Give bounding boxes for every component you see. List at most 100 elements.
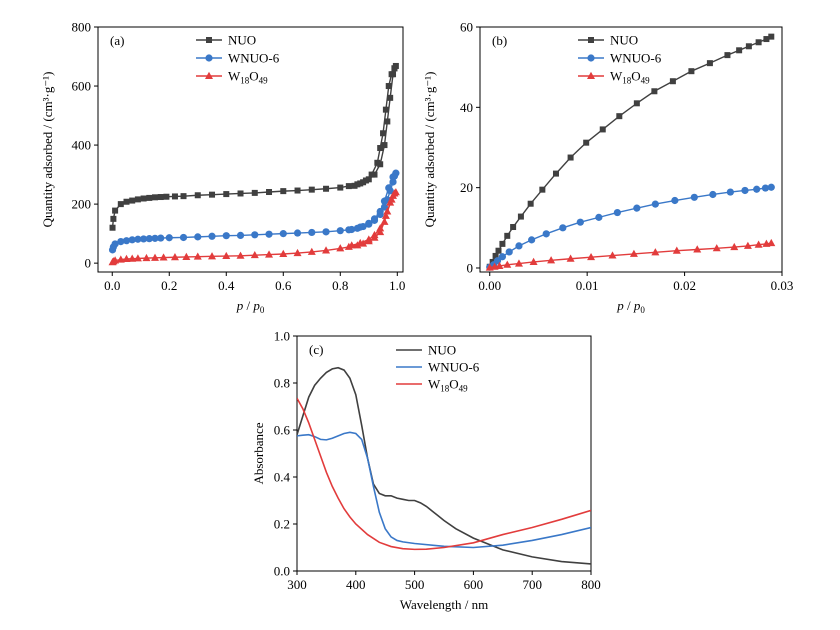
data-point bbox=[209, 191, 216, 198]
data-point bbox=[345, 183, 352, 190]
data-point bbox=[753, 185, 761, 193]
data-point bbox=[134, 235, 142, 243]
legend-label: WNUO-6 bbox=[228, 51, 280, 66]
data-point bbox=[180, 193, 187, 200]
data-point bbox=[348, 225, 356, 234]
x-tick-label: 0.2 bbox=[161, 278, 177, 293]
data-point bbox=[279, 249, 288, 257]
x-tick-label: 600 bbox=[464, 577, 484, 592]
data-point bbox=[387, 195, 396, 203]
data-point bbox=[709, 190, 717, 199]
x-tick-label: 0.0 bbox=[104, 278, 120, 293]
y-tick-label: 0.6 bbox=[274, 423, 291, 438]
series-w18o49 bbox=[297, 397, 591, 551]
series-wnuo-6 bbox=[297, 431, 591, 549]
data-point bbox=[152, 194, 159, 201]
data-point bbox=[222, 251, 231, 260]
legend-item: W18O49 bbox=[396, 377, 468, 394]
panel-label: (c) bbox=[309, 342, 323, 357]
data-point bbox=[133, 254, 142, 262]
data-point bbox=[629, 249, 638, 257]
x-axis-label: p / p0 bbox=[616, 298, 645, 315]
data-point bbox=[671, 196, 679, 205]
data-point bbox=[495, 247, 502, 254]
x-tick-label: 700 bbox=[522, 577, 542, 592]
x-tick-label: 0.01 bbox=[576, 278, 599, 293]
data-point bbox=[151, 234, 159, 242]
data-point bbox=[279, 230, 287, 238]
y-tick-label: 60 bbox=[460, 20, 473, 35]
y-tick-label: 200 bbox=[72, 197, 92, 212]
data-point bbox=[385, 184, 393, 192]
data-point bbox=[391, 65, 398, 72]
series-wnuo-6 bbox=[486, 183, 775, 271]
legend-label: NUO bbox=[610, 33, 638, 48]
data-point bbox=[365, 219, 373, 227]
data-point bbox=[112, 207, 119, 214]
series-wnuo-6 bbox=[108, 169, 400, 254]
data-point bbox=[182, 252, 191, 260]
data-point bbox=[387, 94, 394, 101]
legend-item: WNUO-6 bbox=[396, 360, 480, 375]
legend-label: W18O49 bbox=[228, 69, 268, 86]
data-point bbox=[109, 224, 116, 231]
data-point bbox=[515, 242, 523, 250]
data-point bbox=[117, 201, 124, 208]
data-point bbox=[376, 207, 384, 216]
x-tick-label: 500 bbox=[405, 577, 425, 592]
data-point bbox=[380, 130, 387, 137]
data-point bbox=[337, 184, 344, 191]
x-tick-label: 400 bbox=[346, 577, 366, 592]
data-point bbox=[724, 52, 731, 59]
x-axis-label: Wavelength / nm bbox=[400, 597, 489, 612]
data-point bbox=[356, 223, 364, 231]
data-point bbox=[193, 252, 202, 260]
series-line bbox=[111, 65, 397, 228]
data-point bbox=[633, 100, 640, 107]
data-point bbox=[583, 139, 590, 146]
data-point bbox=[559, 224, 567, 232]
legend-label: NUO bbox=[428, 343, 456, 358]
data-point bbox=[763, 36, 770, 43]
data-point bbox=[599, 126, 606, 133]
data-point bbox=[505, 248, 513, 256]
y-tick-label: 1.0 bbox=[274, 329, 290, 344]
legend-marker bbox=[205, 71, 213, 79]
data-point bbox=[357, 180, 364, 187]
data-point bbox=[608, 251, 617, 259]
series-line bbox=[297, 366, 591, 565]
data-point bbox=[651, 248, 660, 256]
y-axis-label: Absorbance bbox=[251, 422, 266, 484]
data-point bbox=[364, 235, 373, 243]
x-tick-label: 800 bbox=[581, 577, 601, 592]
legend-item: W18O49 bbox=[196, 69, 268, 86]
data-point bbox=[377, 145, 384, 152]
data-point bbox=[336, 227, 344, 235]
data-point bbox=[356, 238, 365, 247]
data-point bbox=[376, 224, 385, 232]
legend-label: W18O49 bbox=[610, 69, 650, 86]
data-point bbox=[171, 193, 178, 200]
legend-label: WNUO-6 bbox=[428, 360, 480, 375]
plot-frame bbox=[97, 26, 404, 273]
data-point bbox=[539, 186, 546, 193]
legend-item: W18O49 bbox=[578, 69, 650, 86]
data-point bbox=[613, 208, 621, 217]
panel-label: (b) bbox=[492, 33, 507, 48]
data-point bbox=[266, 189, 273, 196]
legend-item: NUO bbox=[578, 33, 638, 48]
data-point bbox=[165, 234, 173, 242]
data-point bbox=[308, 228, 316, 237]
data-point bbox=[389, 178, 397, 186]
data-point bbox=[388, 71, 395, 78]
data-point bbox=[383, 207, 392, 215]
data-point bbox=[542, 230, 550, 238]
data-point bbox=[322, 228, 330, 236]
data-point bbox=[510, 224, 517, 231]
data-point bbox=[146, 194, 153, 201]
data-point bbox=[370, 230, 379, 239]
series-line bbox=[297, 431, 591, 549]
data-point bbox=[380, 197, 389, 205]
y-tick-label: 800 bbox=[72, 20, 92, 35]
